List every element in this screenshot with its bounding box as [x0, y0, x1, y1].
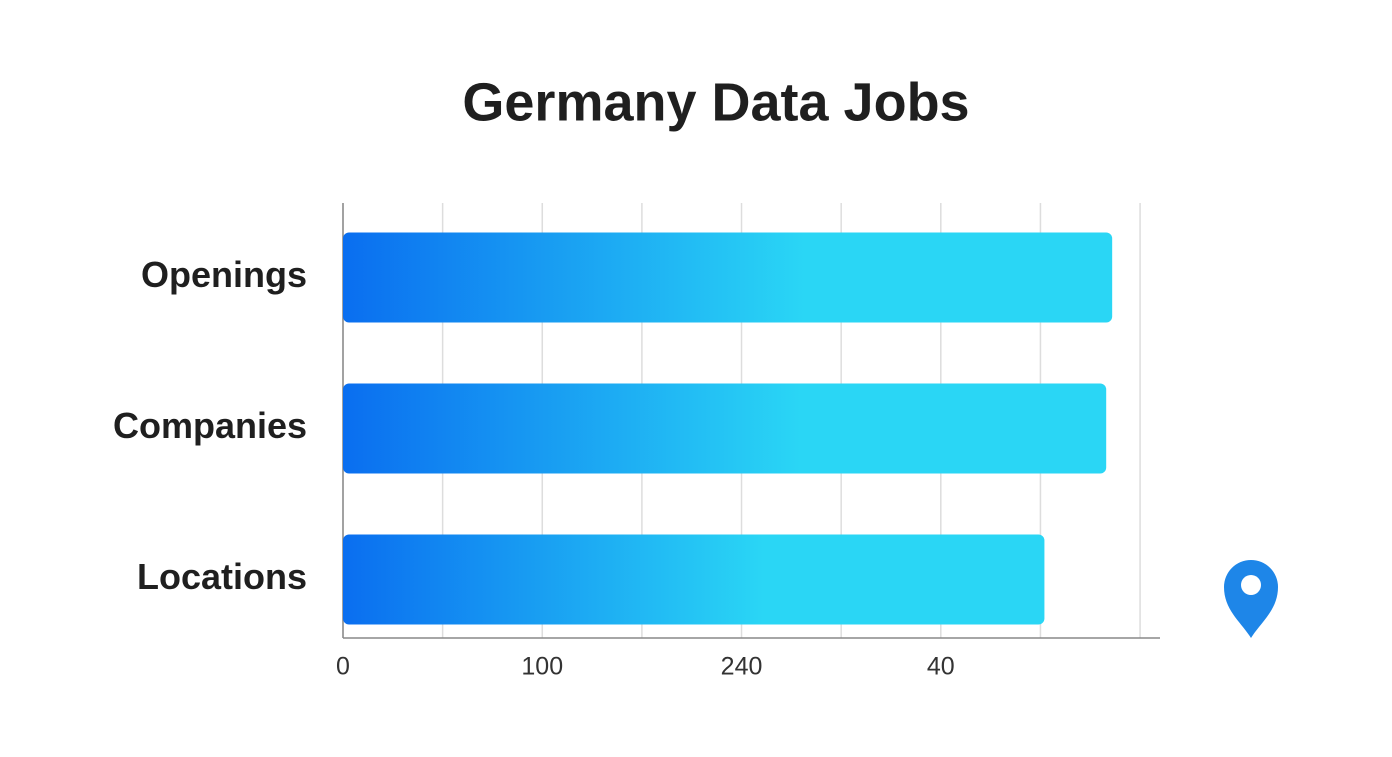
- bar: [343, 534, 1045, 625]
- y-tick-label: Companies: [113, 405, 307, 446]
- location-pin: [1224, 560, 1278, 638]
- chart-title: Germany Data Jobs: [462, 72, 969, 132]
- x-tick-label: 40: [927, 653, 955, 681]
- y-tick-label: Openings: [141, 254, 307, 295]
- bar: [343, 383, 1107, 474]
- x-tick-label: 240: [721, 653, 763, 681]
- x-tick-label: 0: [336, 653, 350, 681]
- y-tick-label: Locations: [137, 556, 307, 597]
- bar: [343, 232, 1113, 323]
- x-tick-label: 100: [521, 653, 563, 681]
